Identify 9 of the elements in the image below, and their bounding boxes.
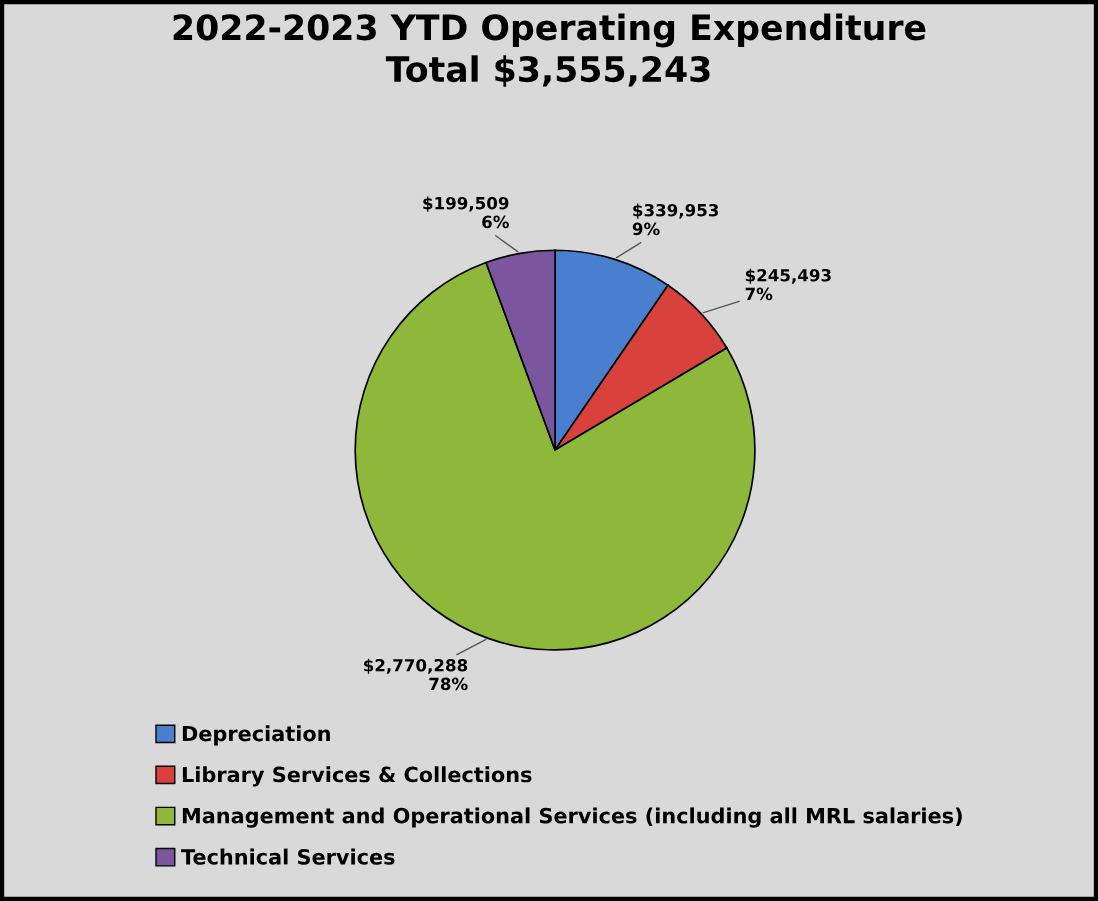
legend-label: Technical Services [181,848,395,865]
legend-label: Depreciation [182,725,330,746]
legend-label: Management and Operational Services (including all MRL salaries) [182,807,962,828]
data-label: $245,493 7% [745,268,831,301]
data-label: $199,509 6% [423,196,509,229]
data-label: $339,953 9% [632,203,719,236]
chart-title: 2022-2023 YTD Operating Expenditure Total $3,555,243 [173,13,926,87]
legend-label: Library Services & Collections [182,766,532,787]
data-label: $2,770,288 78% [364,658,468,691]
